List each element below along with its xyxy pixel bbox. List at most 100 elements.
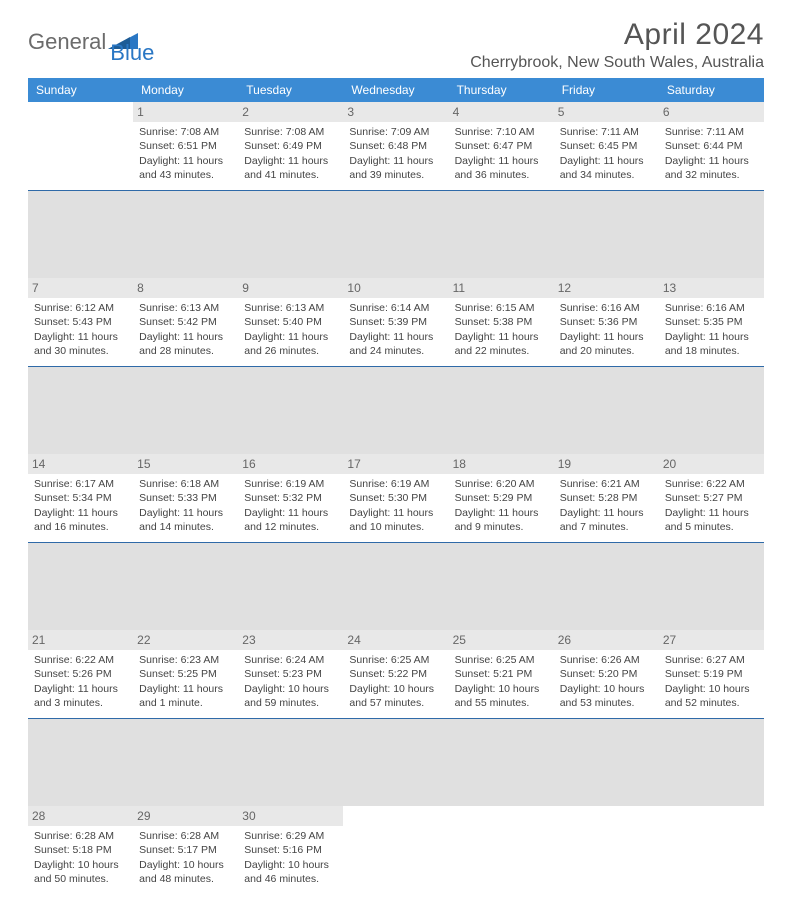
day-cell: 26Sunrise: 6:26 AMSunset: 5:20 PMDayligh… [554,630,659,718]
daylight-text: Daylight: 11 hours and 9 minutes. [455,506,548,534]
day-number: 17 [343,454,448,474]
daylight-text: Daylight: 10 hours and 46 minutes. [244,858,337,886]
daylight-text: Daylight: 11 hours and 41 minutes. [244,154,337,182]
sunrise-text: Sunrise: 6:20 AM [455,477,548,491]
sunrise-text: Sunrise: 6:19 AM [349,477,442,491]
day-header: Monday [133,78,238,102]
day-header: Wednesday [343,78,448,102]
header: General Blue April 2024 Cherrybrook, New… [28,18,764,72]
sunset-text: Sunset: 6:48 PM [349,139,442,153]
calendar-page: General Blue April 2024 Cherrybrook, New… [0,0,792,904]
daylight-text: Daylight: 11 hours and 5 minutes. [665,506,758,534]
sunset-text: Sunset: 5:28 PM [560,491,653,505]
sunset-text: Sunset: 5:21 PM [455,667,548,681]
sunset-text: Sunset: 5:22 PM [349,667,442,681]
day-cell: 28Sunrise: 6:28 AMSunset: 5:18 PMDayligh… [28,806,133,894]
day-header: Friday [554,78,659,102]
daylight-text: Daylight: 11 hours and 39 minutes. [349,154,442,182]
daylight-text: Daylight: 11 hours and 7 minutes. [560,506,653,534]
title-block: April 2024 Cherrybrook, New South Wales,… [470,18,764,72]
logo-text-general: General [28,29,106,55]
sunrise-text: Sunrise: 7:11 AM [665,125,758,139]
day-number: 14 [28,454,133,474]
day-number: 29 [133,806,238,826]
sunrise-text: Sunrise: 6:25 AM [349,653,442,667]
sunset-text: Sunset: 6:45 PM [560,139,653,153]
day-cell: 13Sunrise: 6:16 AMSunset: 5:35 PMDayligh… [659,278,764,366]
day-cell: 2 Sunrise: 7:08 AMSunset: 6:49 PMDaylight… [238,102,343,190]
daylight-text: Daylight: 10 hours and 48 minutes. [139,858,232,886]
week-row: 21Sunrise: 6:22 AMSunset: 5:26 PMDayligh… [28,630,764,718]
sunrise-text: Sunrise: 6:19 AM [244,477,337,491]
day-cell: 17Sunrise: 6:19 AMSunset: 5:30 PMDayligh… [343,454,448,542]
day-header: Saturday [659,78,764,102]
calendar-body: 1Sunrise: 7:08 AMSunset: 6:51 PMDaylight… [28,102,764,894]
day-number: 6 [659,102,764,122]
day-number: 11 [449,278,554,298]
daylight-text: Daylight: 11 hours and 28 minutes. [139,330,232,358]
day-cell [28,102,133,190]
week-row: 1Sunrise: 7:08 AMSunset: 6:51 PMDaylight… [28,102,764,190]
day-cell [554,806,659,894]
day-number: 20 [659,454,764,474]
day-cell: 8Sunrise: 6:13 AMSunset: 5:42 PMDaylight… [133,278,238,366]
sunrise-text: Sunrise: 6:17 AM [34,477,127,491]
sunset-text: Sunset: 5:23 PM [244,667,337,681]
day-number: 18 [449,454,554,474]
daylight-text: Daylight: 11 hours and 1 minute. [139,682,232,710]
sunrise-text: Sunrise: 7:08 AM [244,125,337,139]
day-cell: 30Sunrise: 6:29 AMSunset: 5:16 PMDayligh… [238,806,343,894]
sunrise-text: Sunrise: 6:26 AM [560,653,653,667]
sunrise-text: Sunrise: 6:27 AM [665,653,758,667]
week-row: 28Sunrise: 6:28 AMSunset: 5:18 PMDayligh… [28,806,764,894]
sunset-text: Sunset: 5:26 PM [34,667,127,681]
day-number: 1 [133,102,238,122]
day-cell [449,806,554,894]
day-header: Tuesday [238,78,343,102]
sunrise-text: Sunrise: 6:14 AM [349,301,442,315]
day-cell: 18Sunrise: 6:20 AMSunset: 5:29 PMDayligh… [449,454,554,542]
logo-text-blue: Blue [110,40,154,66]
daylight-text: Daylight: 11 hours and 36 minutes. [455,154,548,182]
day-cell: 6Sunrise: 7:11 AMSunset: 6:44 PMDaylight… [659,102,764,190]
daylight-text: Daylight: 11 hours and 30 minutes. [34,330,127,358]
sunrise-text: Sunrise: 6:22 AM [665,477,758,491]
day-number: 19 [554,454,659,474]
day-number: 15 [133,454,238,474]
sunset-text: Sunset: 5:36 PM [560,315,653,329]
day-number: 21 [28,630,133,650]
day-cell: 25Sunrise: 6:25 AMSunset: 5:21 PMDayligh… [449,630,554,718]
day-number: 22 [133,630,238,650]
sunrise-text: Sunrise: 6:16 AM [665,301,758,315]
sunset-text: Sunset: 5:17 PM [139,843,232,857]
week-separator [28,542,764,630]
day-cell [659,806,764,894]
day-cell: 22Sunrise: 6:23 AMSunset: 5:25 PMDayligh… [133,630,238,718]
month-title: April 2024 [470,18,764,52]
sunset-text: Sunset: 6:49 PM [244,139,337,153]
sunrise-text: Sunrise: 7:10 AM [455,125,548,139]
sunrise-text: Sunrise: 6:28 AM [139,829,232,843]
sunrise-text: Sunrise: 6:29 AM [244,829,337,843]
daylight-text: Daylight: 10 hours and 52 minutes. [665,682,758,710]
sunrise-text: Sunrise: 7:08 AM [139,125,232,139]
daylight-text: Daylight: 11 hours and 26 minutes. [244,330,337,358]
day-cell: 14Sunrise: 6:17 AMSunset: 5:34 PMDayligh… [28,454,133,542]
sunrise-text: Sunrise: 6:24 AM [244,653,337,667]
sunset-text: Sunset: 5:30 PM [349,491,442,505]
day-number: 12 [554,278,659,298]
sunset-text: Sunset: 5:43 PM [34,315,127,329]
sunrise-text: Sunrise: 6:23 AM [139,653,232,667]
daylight-text: Daylight: 10 hours and 55 minutes. [455,682,548,710]
location-text: Cherrybrook, New South Wales, Australia [470,54,764,72]
day-number: 28 [28,806,133,826]
sunset-text: Sunset: 5:38 PM [455,315,548,329]
sunrise-text: Sunrise: 7:11 AM [560,125,653,139]
sunset-text: Sunset: 6:51 PM [139,139,232,153]
week-separator [28,718,764,806]
day-number: 2 [238,102,343,122]
day-cell: 10Sunrise: 6:14 AMSunset: 5:39 PMDayligh… [343,278,448,366]
sunset-text: Sunset: 5:39 PM [349,315,442,329]
sunrise-text: Sunrise: 6:16 AM [560,301,653,315]
day-cell [343,806,448,894]
